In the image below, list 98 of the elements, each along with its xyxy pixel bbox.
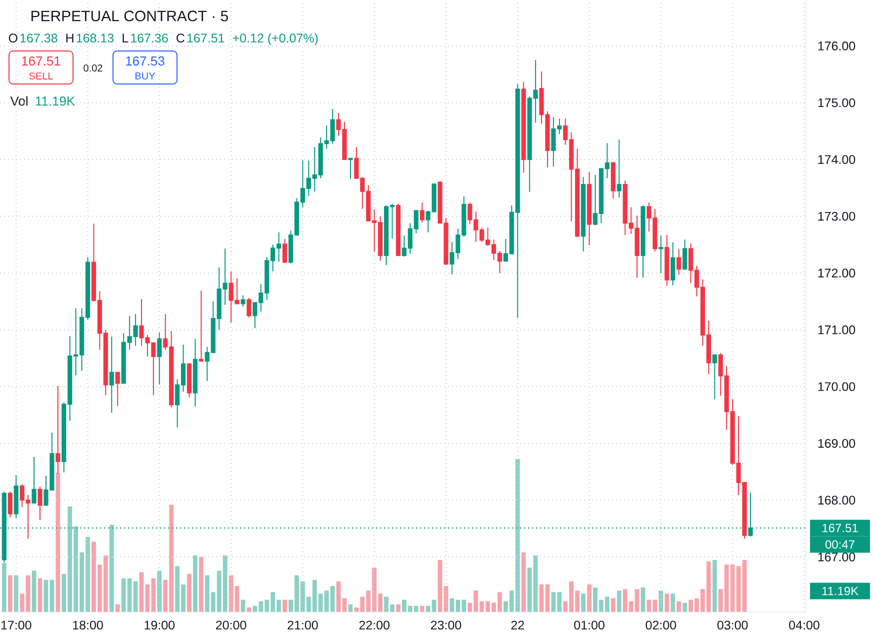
candlestick xyxy=(670,242,676,286)
y-tick-label: 170.00 xyxy=(818,382,856,392)
x-tick-label: 21:00 xyxy=(288,620,318,630)
candlestick xyxy=(348,158,353,180)
candlestick xyxy=(664,234,670,286)
x-tick-label: 04:00 xyxy=(789,620,820,630)
annotation: 167.38 xyxy=(20,34,58,42)
bar xyxy=(2,563,6,612)
bar xyxy=(199,556,204,612)
annotation: O xyxy=(8,34,18,42)
candlestick xyxy=(115,372,120,406)
y-tick-label: 167.00 xyxy=(818,552,856,562)
y-tick-label: 169.00 xyxy=(818,438,856,448)
bar xyxy=(420,606,424,612)
bar xyxy=(581,594,586,612)
annotation: L xyxy=(122,34,128,42)
bar xyxy=(742,560,747,612)
annotation: +0.12 (+0.07%) xyxy=(232,33,318,45)
candlestick xyxy=(396,203,401,256)
bar xyxy=(282,600,287,612)
text: 00:47 xyxy=(825,540,854,549)
candlestick xyxy=(282,238,288,264)
annotation: Vol xyxy=(10,96,28,106)
annotation: C xyxy=(176,34,184,42)
y-tick-label: 175.00 xyxy=(818,98,856,108)
candlestick xyxy=(192,338,198,407)
bar xyxy=(682,602,688,612)
candlestick xyxy=(32,456,36,504)
x-tick-label: 20:00 xyxy=(216,620,246,630)
candlestick xyxy=(109,336,114,414)
annotation: 168.13 xyxy=(76,34,114,42)
x-tick-label: 22:00 xyxy=(359,620,390,630)
bar xyxy=(658,590,664,612)
x-tick-label: 03:00 xyxy=(717,620,748,630)
bar xyxy=(438,560,442,612)
x-tick-label: 23:00 xyxy=(430,620,462,630)
y-tick-label: 168.00 xyxy=(818,496,856,505)
bar xyxy=(187,574,192,612)
bar xyxy=(14,575,18,612)
bar xyxy=(521,552,526,612)
candlestick xyxy=(712,354,717,400)
candlestick xyxy=(586,172,592,246)
bar xyxy=(109,524,114,612)
annotation: BUY xyxy=(136,72,156,80)
bar xyxy=(157,570,162,612)
ref-line-label: 167.51 xyxy=(822,524,858,532)
annotation: SELL xyxy=(29,72,53,80)
candlestick xyxy=(610,161,616,200)
bar xyxy=(56,472,60,612)
bar xyxy=(664,594,670,612)
bar xyxy=(712,560,717,612)
y-tick-label: 172.00 xyxy=(818,268,856,278)
candlestick xyxy=(38,486,42,521)
x-tick-label: 19:00 xyxy=(144,620,175,630)
annotation: 167.36 xyxy=(131,34,168,42)
candlestick xyxy=(157,332,162,385)
bar xyxy=(8,575,12,612)
text: 11.19K xyxy=(822,586,858,596)
annotation: 167.51 xyxy=(22,56,60,66)
candlestick xyxy=(676,248,682,276)
x-tick-label: 17:00 xyxy=(1,620,32,630)
x-tick-label: 22 xyxy=(511,620,524,630)
x-tick-label: 02:00 xyxy=(646,620,676,630)
bar xyxy=(610,598,616,612)
bar xyxy=(396,604,400,612)
bar xyxy=(32,570,36,612)
x-tick-label: 01:00 xyxy=(574,620,604,630)
y-tick-label: 171.00 xyxy=(818,325,856,334)
candlestick xyxy=(240,294,246,308)
bar xyxy=(676,601,682,612)
annotation: 11.19K xyxy=(36,96,75,106)
candlestick xyxy=(246,298,252,318)
candlestick xyxy=(658,235,664,274)
annotation: H xyxy=(66,34,74,42)
y-tick-label: 174.00 xyxy=(818,155,856,164)
y-tick-label: 176.00 xyxy=(818,42,856,50)
annotation: 167.51 xyxy=(187,34,224,42)
candlestick xyxy=(14,474,18,519)
annotation: 0.02 xyxy=(84,64,102,72)
text: PERPETUAL CONTRACT · 5 xyxy=(31,10,228,22)
candlestick xyxy=(198,290,204,362)
bar xyxy=(587,584,592,612)
candlestick xyxy=(682,239,688,270)
y-tick-label: 173.00 xyxy=(818,212,856,221)
candlestick xyxy=(581,176,586,252)
candlestick xyxy=(640,205,646,278)
annotation: 167.53 xyxy=(126,56,164,66)
candlestick xyxy=(186,363,192,398)
candlestick xyxy=(8,491,12,518)
x-tick-label: 18:00 xyxy=(73,620,103,630)
candlestick xyxy=(420,202,424,224)
bar xyxy=(616,590,622,612)
bar xyxy=(193,555,198,612)
candlestick xyxy=(521,81,526,174)
bar xyxy=(115,604,120,612)
bar xyxy=(139,572,144,612)
bar xyxy=(670,594,676,612)
candlestick xyxy=(616,139,622,198)
